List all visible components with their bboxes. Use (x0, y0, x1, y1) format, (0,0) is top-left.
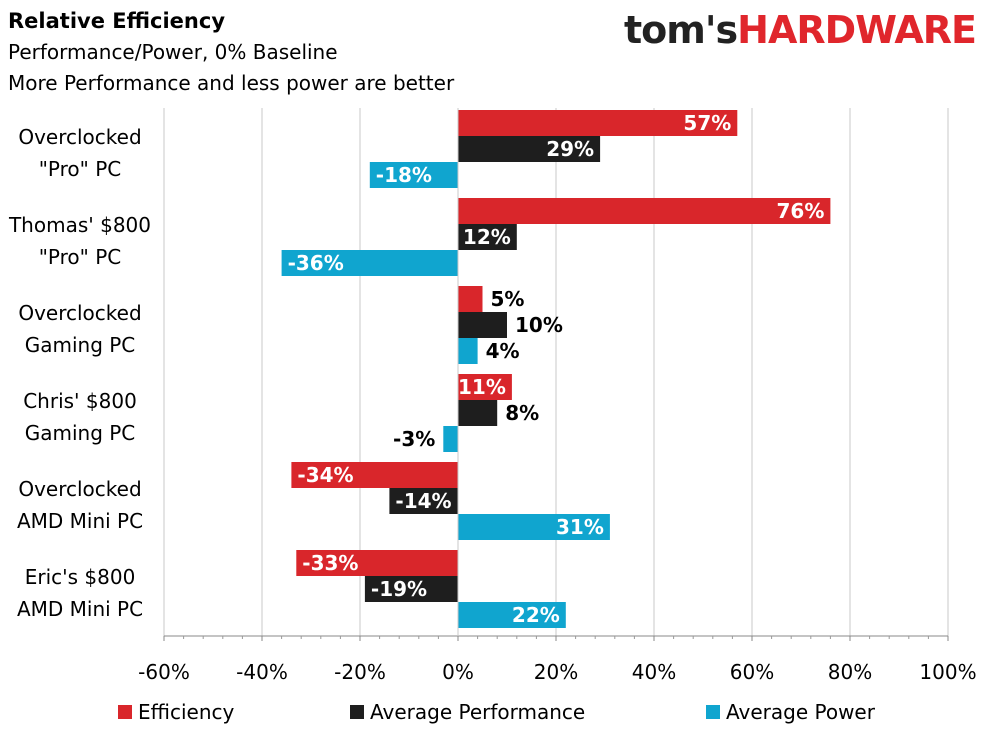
bar (443, 426, 458, 452)
chart-note: More Performance and less power are bett… (8, 71, 455, 95)
bar (458, 338, 478, 364)
category-label: Chris' $800 (23, 389, 137, 413)
legend-label: Average Performance (370, 700, 586, 724)
data-label: -33% (302, 551, 358, 575)
legend-item: Average Power (706, 700, 875, 724)
data-label: -14% (395, 489, 451, 513)
category-label: Overclocked (18, 301, 141, 325)
category-label: Eric's $800 (25, 565, 136, 589)
bar (458, 224, 517, 250)
category-label: Thomas' $800 (8, 213, 151, 237)
category-label: Gaming PC (25, 333, 136, 357)
data-label: -18% (376, 163, 432, 187)
legend-swatch (706, 705, 720, 719)
x-tick-label: 100% (919, 660, 976, 684)
data-label: 5% (491, 287, 525, 311)
title-block: Relative Efficiency Performance/Power, 0… (8, 6, 454, 99)
bar (458, 312, 507, 338)
x-tick-label: 20% (534, 660, 578, 684)
category-label: "Pro" PC (39, 245, 122, 269)
data-label: 11% (458, 375, 506, 399)
bar (291, 462, 458, 488)
x-tick-label: 40% (632, 660, 676, 684)
category-label: Gaming PC (25, 421, 136, 445)
x-tick-label: -60% (138, 660, 190, 684)
chart-legend: Efficiency Average Performance Average Pow… (0, 700, 990, 726)
bar (458, 198, 831, 224)
legend-swatch (118, 705, 132, 719)
bar (458, 136, 601, 162)
bar-chart: -60% -40% -20% 0% 20% 40% 60% 80% 100% Overclocke… (8, 108, 977, 684)
x-tick-label: -40% (236, 660, 288, 684)
bar (458, 602, 566, 628)
data-label: 12% (463, 225, 511, 249)
legend-label: Average Power (726, 700, 875, 724)
data-label: 8% (505, 401, 539, 425)
bar (364, 576, 458, 602)
legend-label: Efficiency (138, 700, 235, 724)
logo-suffix: HARDWARE (737, 8, 977, 52)
legend-item: Efficiency (118, 700, 234, 724)
category-label: Overclocked (18, 477, 141, 501)
data-label: -3% (393, 427, 435, 451)
bar (458, 110, 738, 136)
data-label: 31% (556, 515, 604, 539)
x-tick-label: -20% (334, 660, 386, 684)
x-tick-label: 60% (730, 660, 774, 684)
bar (458, 400, 498, 426)
category-label: AMD Mini PC (17, 509, 143, 533)
chart-title: Relative Efficiency (8, 9, 226, 33)
bar (389, 488, 458, 514)
data-label: -34% (297, 463, 353, 487)
category-label: Overclocked (18, 125, 141, 149)
bar (296, 550, 458, 576)
category-label: "Pro" PC (39, 157, 122, 181)
chart-subtitle: Performance/Power, 0% Baseline (8, 40, 338, 64)
legend-swatch (350, 705, 364, 719)
data-label: 22% (512, 603, 560, 627)
data-label: 29% (546, 137, 594, 161)
data-label: -36% (288, 251, 344, 275)
x-tick-label: 80% (828, 660, 872, 684)
x-tick-label: 0% (442, 660, 474, 684)
data-label: 76% (777, 199, 825, 223)
bar (458, 286, 483, 312)
logo-prefix: tom's (624, 8, 738, 52)
data-label: 4% (486, 339, 520, 363)
data-label: 57% (683, 111, 731, 135)
bar (369, 162, 458, 188)
data-label: -19% (371, 577, 427, 601)
bar (281, 250, 458, 276)
legend-item: Average Performance (350, 700, 585, 724)
bar (458, 514, 610, 540)
bar (458, 374, 512, 400)
brand-logo: tom'sHARDWARE (624, 8, 977, 52)
category-label: AMD Mini PC (17, 597, 143, 621)
data-label: 10% (515, 313, 563, 337)
